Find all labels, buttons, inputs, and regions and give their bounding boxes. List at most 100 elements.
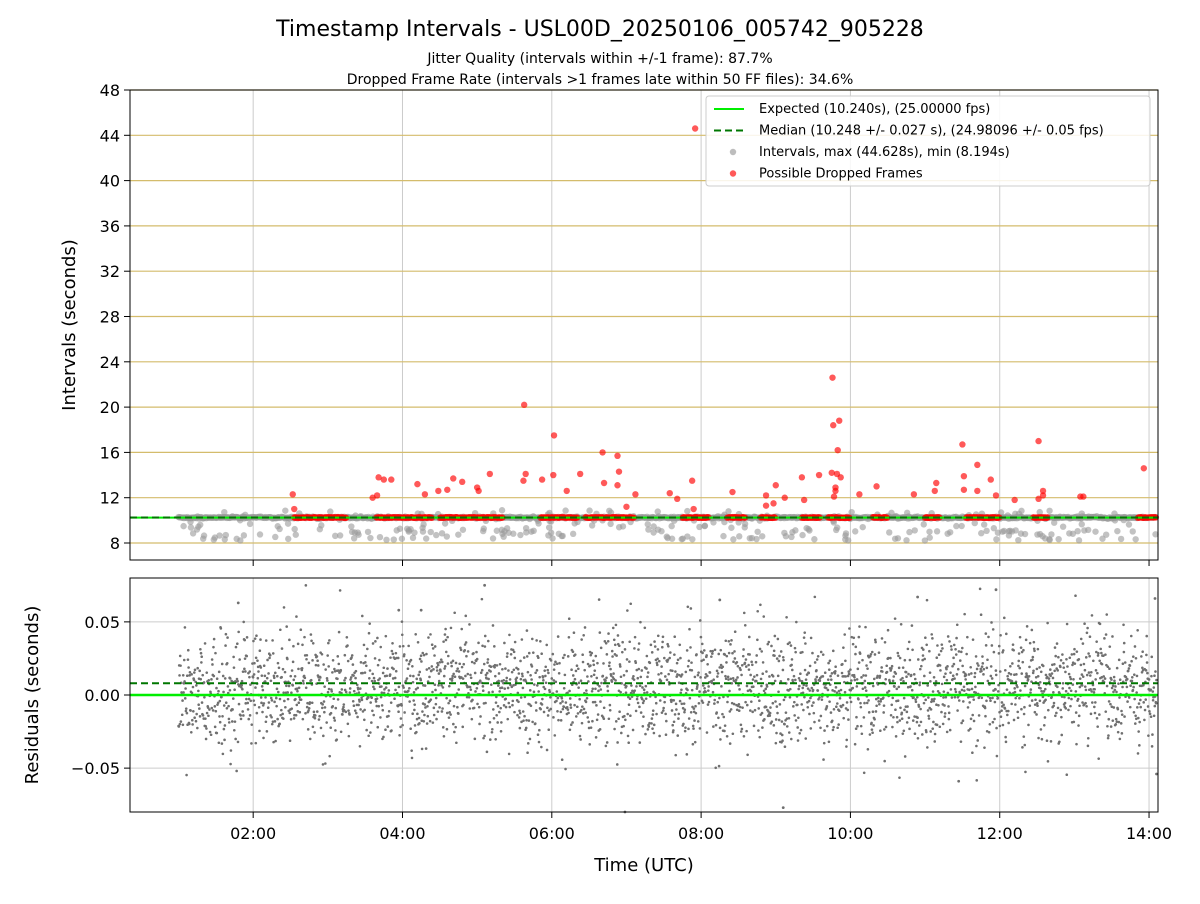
residual-point — [329, 726, 333, 730]
residual-point — [1138, 720, 1141, 724]
residual-point — [337, 630, 341, 634]
residual-point — [1038, 699, 1042, 703]
residual-point — [893, 685, 896, 688]
residual-point — [749, 673, 752, 677]
residual-point — [530, 637, 534, 641]
residual-point — [296, 642, 300, 646]
residual-point — [277, 666, 281, 670]
residual-point — [543, 687, 547, 691]
residual-point — [1028, 641, 1032, 645]
residual-point — [871, 731, 874, 734]
residual-point — [1136, 752, 1140, 755]
residual-point — [825, 704, 829, 708]
residual-point — [938, 664, 942, 667]
residual-point — [650, 722, 653, 725]
residual-point — [936, 644, 939, 647]
residual-point — [333, 667, 336, 671]
residual-point — [1135, 717, 1138, 721]
residual-point — [768, 714, 772, 717]
residual-point — [1153, 674, 1156, 677]
residual-point — [388, 673, 392, 676]
residual-point — [652, 731, 656, 735]
residual-point — [1147, 678, 1151, 681]
residual-point — [851, 686, 855, 690]
residual-point — [1099, 647, 1103, 651]
residual-point — [726, 675, 730, 679]
residual-point — [912, 696, 915, 699]
residual-point — [585, 696, 589, 700]
residual-point — [566, 655, 570, 658]
dropped-frame-point — [373, 492, 381, 499]
residual-point — [999, 715, 1003, 719]
residual-point — [819, 650, 823, 654]
residual-point — [902, 729, 906, 733]
residual-point — [639, 711, 643, 714]
interval-point — [911, 527, 918, 534]
residual-point — [186, 648, 190, 652]
residual-point — [323, 706, 327, 709]
residual-point — [1150, 655, 1154, 659]
residual-point — [1069, 704, 1072, 708]
interval-point — [654, 508, 661, 515]
residual-point — [379, 716, 382, 719]
interval-point — [433, 531, 440, 539]
interval-point — [906, 528, 913, 536]
residual-point — [523, 714, 526, 718]
residual-point — [1011, 662, 1014, 665]
interval-point — [282, 507, 289, 514]
residual-point — [282, 691, 285, 695]
residual-point — [340, 688, 344, 691]
residual-point — [927, 714, 930, 718]
residual-point — [264, 639, 268, 642]
residual-point — [256, 676, 260, 680]
residual-point — [1043, 716, 1047, 719]
residual-point — [1152, 686, 1156, 689]
residual-point — [974, 655, 978, 658]
residual-point — [994, 688, 997, 691]
residual-point — [262, 664, 266, 668]
residual-point — [196, 666, 199, 670]
interval-point — [240, 532, 248, 539]
interval-point — [256, 531, 264, 538]
residual-point — [298, 695, 301, 699]
residual-point — [336, 655, 340, 658]
residual-point — [1049, 740, 1053, 743]
residual-point — [535, 669, 539, 672]
residual-point — [638, 684, 642, 688]
residual-point — [285, 625, 289, 628]
residual-point — [1121, 662, 1125, 665]
residual-point — [783, 695, 787, 699]
residual-point — [452, 672, 455, 676]
residual-point — [258, 729, 261, 733]
residual-point — [1128, 705, 1132, 709]
residual-point — [773, 654, 776, 657]
residual-point — [1078, 685, 1082, 689]
residual-point — [556, 696, 560, 700]
dropped-frame-point — [974, 487, 981, 495]
residual-point — [370, 696, 373, 700]
residual-point — [257, 705, 261, 709]
residual-point — [507, 701, 511, 705]
residual-point — [575, 705, 579, 709]
residual-point — [941, 722, 945, 726]
residual-point — [394, 669, 398, 673]
residual-point — [871, 710, 875, 713]
residual-point — [614, 623, 618, 627]
residual-point — [808, 664, 812, 668]
residual-point — [635, 697, 639, 701]
residual-point — [996, 696, 1000, 700]
dropped-frame-point — [772, 482, 779, 489]
residual-point — [594, 687, 597, 691]
interval-point — [327, 508, 334, 515]
residual-point — [943, 712, 947, 715]
residual-point — [503, 687, 507, 690]
residual-point — [1045, 675, 1049, 679]
residual-point — [813, 720, 816, 724]
residual-point — [954, 653, 958, 656]
dropped-frame-point — [615, 468, 623, 475]
residual-point — [389, 656, 392, 659]
residual-point — [1123, 715, 1126, 718]
residual-point — [683, 729, 687, 733]
residual-point — [845, 745, 848, 748]
residual-point — [1000, 701, 1004, 704]
